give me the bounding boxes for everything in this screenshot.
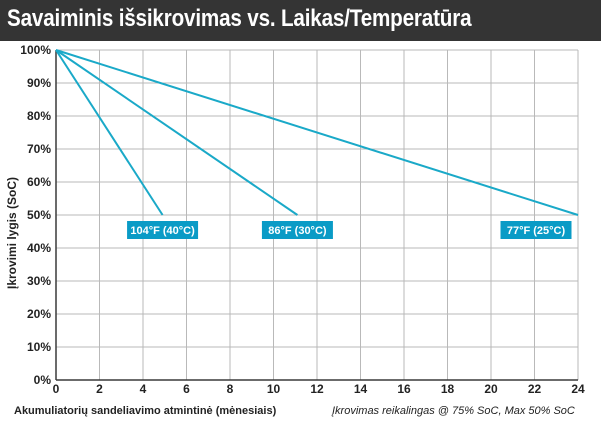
x-tick-label: 16 (397, 382, 411, 396)
y-tick-label: 70% (27, 142, 51, 156)
x-tick-label: 0 (53, 382, 60, 396)
series-line (55, 49, 298, 216)
grid-layer (56, 49, 579, 380)
y-tick-label: 60% (27, 175, 51, 189)
x-tick-label: 24 (571, 382, 585, 396)
series-label-box (500, 221, 572, 239)
x-tick-label: 2 (96, 382, 103, 396)
x-axis-label: Akumuliatorių sandeliavimo atmintinė (mė… (14, 405, 277, 417)
series-layer (55, 49, 579, 216)
y-tick-label: 90% (27, 76, 51, 90)
y-tick-label: 80% (27, 109, 51, 123)
y-tick-label: 40% (27, 241, 51, 255)
y-tick-label: 0% (34, 373, 52, 387)
series-label: 86°F (30°C) (268, 225, 327, 237)
series-label: 104°F (40°C) (130, 225, 195, 237)
x-tick-label: 4 (140, 382, 147, 396)
x-tick-label: 18 (441, 382, 455, 396)
x-tick-label: 10 (267, 382, 281, 396)
x-tick-label: 22 (528, 382, 542, 396)
y-tick-label: 50% (27, 208, 51, 222)
x-tick-label: 6 (183, 382, 190, 396)
x-tick-label: 20 (484, 382, 498, 396)
series-label: 77°F (25°C) (507, 225, 566, 237)
title-bar: Savaiminis išsikrovimas vs. Laikas/Tempe… (0, 0, 601, 41)
y-tick-label: 30% (27, 274, 51, 288)
x-tick-label: 12 (310, 382, 324, 396)
y-tick-label: 10% (27, 340, 51, 354)
x-tick-label: 8 (227, 382, 234, 396)
series-line (55, 49, 164, 216)
series-line (55, 49, 579, 216)
axis-layer: 0 2 4 6 8 10 12 14 16 18 20 22 240%10%20%30%40%50%60… (20, 43, 585, 396)
x-tick-label: 14 (354, 382, 368, 396)
y-axis-label: Įkrovimi lygis (SoC) (5, 176, 19, 290)
series-label-box (261, 221, 333, 239)
charge-note: Įkrovimas reikalingas @ 75% SoC, Max 50%… (332, 405, 575, 417)
series-label-layer: 104°F (40°C) 86°F (30°C) 77°F (25°C) (127, 221, 572, 239)
series-label-box (127, 221, 199, 239)
y-tick-label: 100% (20, 43, 51, 57)
chart-title: Savaiminis išsikrovimas vs. Laikas/Tempe… (7, 5, 472, 32)
y-tick-label: 20% (27, 307, 51, 321)
